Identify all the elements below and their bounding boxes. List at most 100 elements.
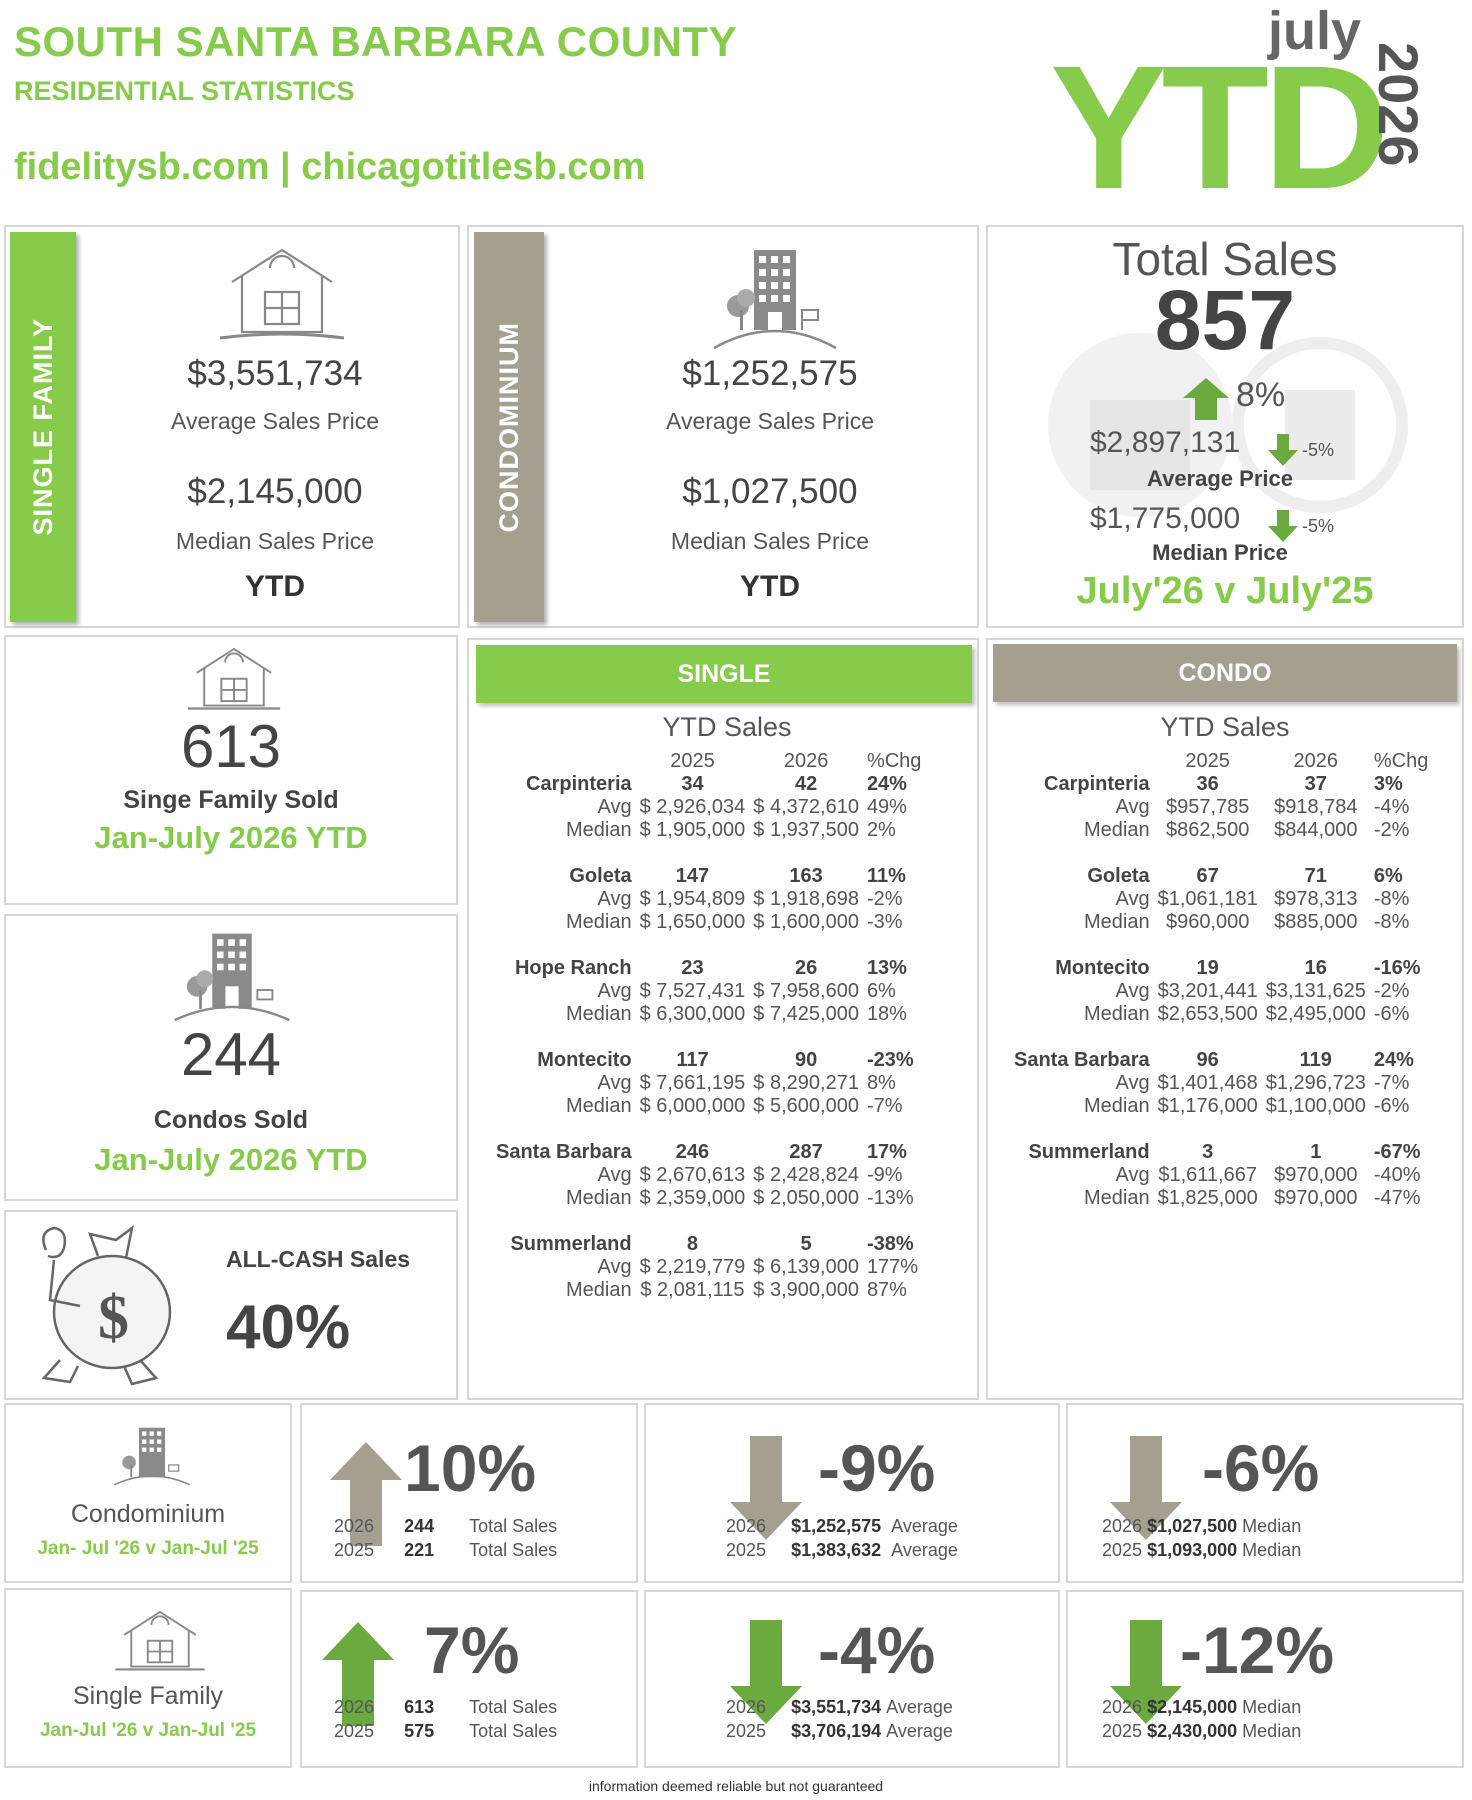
bottom-condo-period: Jan- Jul '26 v Jan-Jul '25 bbox=[37, 1538, 259, 1559]
avg-2025: $ 1,954,809 bbox=[639, 888, 746, 910]
single-sales-pct: 7% bbox=[424, 1613, 520, 1687]
count-2026: 71 bbox=[1304, 865, 1327, 887]
single-median-row-2026: 2026 $2,145,000 Median bbox=[1102, 1697, 1302, 1717]
svg-text:$: $ bbox=[98, 1284, 129, 1352]
row-label: Median bbox=[566, 1279, 632, 1301]
count-2026: 90 bbox=[794, 1049, 818, 1071]
avg-2025: $ 2,926,034 bbox=[639, 796, 746, 818]
table-row: Median $1,825,000 $970,000 -47% bbox=[1010, 1187, 1432, 1210]
avg-change: 8% bbox=[866, 1072, 896, 1094]
total-average-label: Average Price bbox=[1147, 466, 1293, 491]
area-name: Carpinteria bbox=[526, 773, 632, 795]
med-change: -8% bbox=[1373, 911, 1410, 933]
count-2026: 26 bbox=[794, 957, 818, 979]
med-change: -2% bbox=[1373, 819, 1410, 841]
table-row: Median $960,000 $885,000 -8% bbox=[1010, 911, 1432, 934]
single-average-change-panel bbox=[644, 1590, 1060, 1768]
report-month: july bbox=[1268, 1, 1362, 61]
med-2025: $ 1,650,000 bbox=[639, 911, 746, 933]
avg-2026: $ 8,290,271 bbox=[753, 1072, 859, 1094]
avg-change: -2% bbox=[1373, 980, 1410, 1002]
table-row: Summerland 3 1 -67% bbox=[1010, 1118, 1432, 1164]
condo-average-label: Average Sales Price bbox=[666, 408, 874, 434]
med-2026: $ 2,050,000 bbox=[753, 1187, 859, 1209]
count-2026: 16 bbox=[1304, 957, 1327, 979]
med-change: 87% bbox=[866, 1279, 907, 1301]
arrow-down-icon bbox=[1110, 1436, 1182, 1540]
arrow-down-icon bbox=[1110, 1620, 1182, 1724]
avg-2025: $ 7,661,195 bbox=[639, 1072, 746, 1094]
table-row: Goleta 147 163 11% bbox=[492, 842, 925, 888]
med-2026: $ 5,600,000 bbox=[753, 1095, 859, 1117]
table-row: Median $862,500 $844,000 -2% bbox=[1010, 819, 1432, 842]
condominium-tab-label: CONDOMINIUM bbox=[493, 321, 524, 533]
sf-average-price: $3,551,734 bbox=[187, 354, 363, 393]
report-title: SOUTH SANTA BARBARA COUNTY bbox=[14, 18, 738, 65]
condo-median-pct: -6% bbox=[1202, 1431, 1320, 1505]
area-name: Hope Ranch bbox=[514, 957, 632, 979]
website-links[interactable]: fidelitysb.com | chicagotitlesb.com bbox=[14, 146, 646, 188]
count-change: 24% bbox=[1373, 1049, 1414, 1071]
avg-2025: $1,611,667 bbox=[1158, 1164, 1257, 1186]
house-icon bbox=[187, 647, 281, 710]
count-change: -38% bbox=[866, 1233, 914, 1255]
row-label: Median bbox=[1084, 1003, 1150, 1025]
condo-median-price: $1,027,500 bbox=[682, 472, 858, 511]
condo-building-icon bbox=[174, 933, 290, 1022]
count-2025: 3 bbox=[1202, 1141, 1214, 1163]
area-name: Santa Barbara bbox=[496, 1141, 632, 1163]
med-change: -3% bbox=[866, 911, 903, 933]
area-name: Carpinteria bbox=[1044, 773, 1150, 795]
table-row: Median $ 2,081,115 $ 3,900,000 87% bbox=[492, 1279, 925, 1302]
table-row: Montecito 117 90 -23% bbox=[492, 1026, 925, 1072]
column-header: %Chg bbox=[866, 750, 922, 772]
condo-sales-row-2026: 2026 244 Total Sales bbox=[334, 1516, 558, 1536]
area-name: Santa Barbara bbox=[1014, 1049, 1150, 1071]
count-2025: 67 bbox=[1196, 865, 1219, 887]
avg-change: -2% bbox=[866, 888, 903, 910]
row-label: Median bbox=[1084, 819, 1150, 841]
avg-2026: $ 1,918,698 bbox=[753, 888, 859, 910]
arrow-up-icon bbox=[322, 1622, 394, 1726]
all-cash-label: ALL-CASH Sales bbox=[226, 1246, 411, 1272]
house-icon bbox=[219, 248, 345, 340]
table-row: Median $ 1,905,000 $ 1,937,500 2% bbox=[492, 819, 925, 842]
sf-period-label: YTD bbox=[245, 570, 305, 603]
table-row: Avg $ 7,527,431 $ 7,958,600 6% bbox=[492, 980, 925, 1003]
single-average-row-2025: 2025 $3,706,194 Average bbox=[726, 1721, 953, 1741]
arrow-up-icon bbox=[330, 1442, 402, 1546]
table-row: Carpinteria 34 42 24% bbox=[492, 773, 925, 796]
avg-change: 177% bbox=[866, 1256, 919, 1278]
avg-2026: $ 7,958,600 bbox=[753, 980, 859, 1002]
table-row: Santa Barbara 246 287 17% bbox=[492, 1118, 925, 1164]
med-2026: $2,495,000 bbox=[1265, 1003, 1366, 1025]
sf-average-label: Average Sales Price bbox=[171, 408, 379, 434]
condo-median-row-2025: 2025 $1,093,000 Median bbox=[1102, 1540, 1302, 1560]
count-change: 17% bbox=[866, 1141, 907, 1163]
table-row: Avg $3,201,441 $3,131,625 -2% bbox=[1010, 980, 1432, 1003]
condos-sold-label: Condos Sold bbox=[153, 1106, 309, 1134]
condo-average-change-panel bbox=[644, 1403, 1060, 1583]
disclaimer-footer: information deemed reliable but not guar… bbox=[588, 1778, 884, 1794]
single-family-tab-label: SINGLE FAMILY bbox=[27, 318, 58, 536]
condo-table-title: YTD Sales bbox=[1160, 712, 1290, 742]
avg-2025: $957,785 bbox=[1165, 796, 1250, 818]
single-median-row-2025: 2025 $2,430,000 Median bbox=[1102, 1721, 1302, 1741]
row-label: Median bbox=[566, 1187, 632, 1209]
condo-sales-row-2025: 2025 221 Total Sales bbox=[334, 1540, 558, 1560]
table-row: Hope Ranch 23 26 13% bbox=[492, 934, 925, 980]
med-2025: $ 2,081,115 bbox=[640, 1279, 745, 1301]
sf-sold-label: Singe Family Sold bbox=[123, 786, 339, 814]
table-row: Median $2,653,500 $2,495,000 -6% bbox=[1010, 1003, 1432, 1026]
single-median-pct: -12% bbox=[1180, 1613, 1335, 1687]
area-name: Goleta bbox=[1087, 865, 1150, 887]
count-2025: 19 bbox=[1196, 957, 1219, 979]
condo-median-row-2026: 2026 $1,027,500 Median bbox=[1102, 1516, 1302, 1536]
med-2026: $844,000 bbox=[1274, 819, 1358, 841]
med-change: 2% bbox=[866, 819, 896, 841]
row-label: Median bbox=[566, 819, 632, 841]
med-2026: $970,000 bbox=[1274, 1187, 1358, 1209]
med-2026: $ 7,425,000 bbox=[753, 1003, 859, 1025]
area-name: Summerland bbox=[510, 1233, 632, 1255]
table-row: Avg $1,611,667 $970,000 -40% bbox=[1010, 1164, 1432, 1187]
